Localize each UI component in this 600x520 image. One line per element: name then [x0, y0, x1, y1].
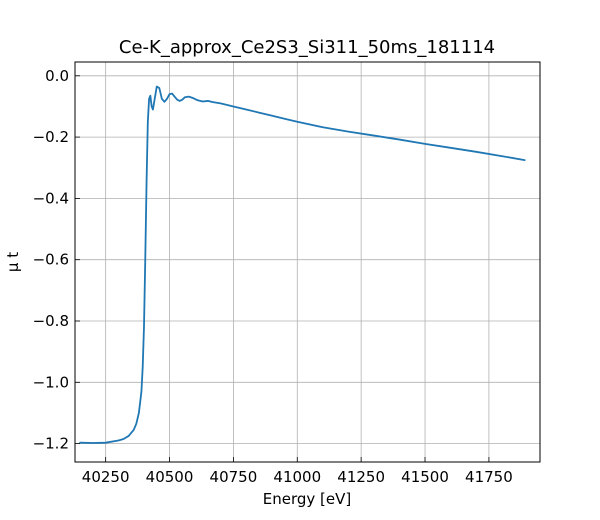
y-tick-label: −0.6: [33, 251, 69, 269]
y-tick-label: −1.0: [33, 373, 69, 391]
x-tick-label: 41250: [337, 468, 385, 486]
grid: [75, 62, 540, 462]
x-tick-label: 41750: [465, 468, 513, 486]
y-tick-label: 0.0: [45, 67, 69, 85]
chart-title: Ce-K_approx_Ce2S3_Si311_50ms_181114: [119, 37, 495, 58]
y-tick-label: −0.8: [33, 312, 69, 330]
x-tick-label: 41000: [273, 468, 321, 486]
x-tick-label: 40250: [82, 468, 130, 486]
series-line: [79, 85, 526, 444]
x-tick-label: 40750: [210, 468, 258, 486]
y-tick-label: −1.2: [33, 435, 69, 453]
plot-area-frame: [74, 61, 541, 463]
y-tick-label: −0.4: [33, 189, 69, 207]
x-tick-label: 40500: [146, 468, 194, 486]
series-layer: [79, 85, 526, 444]
y-tick-label: −0.2: [33, 128, 69, 146]
axis-ticks: 40250 40500 40750 41000 41250 41500 41750 0.0 −0…: [33, 67, 513, 486]
x-tick-label: 41500: [401, 468, 449, 486]
x-axis-label: Energy [eV]: [263, 490, 351, 508]
y-axis-label: μ t: [4, 252, 22, 272]
